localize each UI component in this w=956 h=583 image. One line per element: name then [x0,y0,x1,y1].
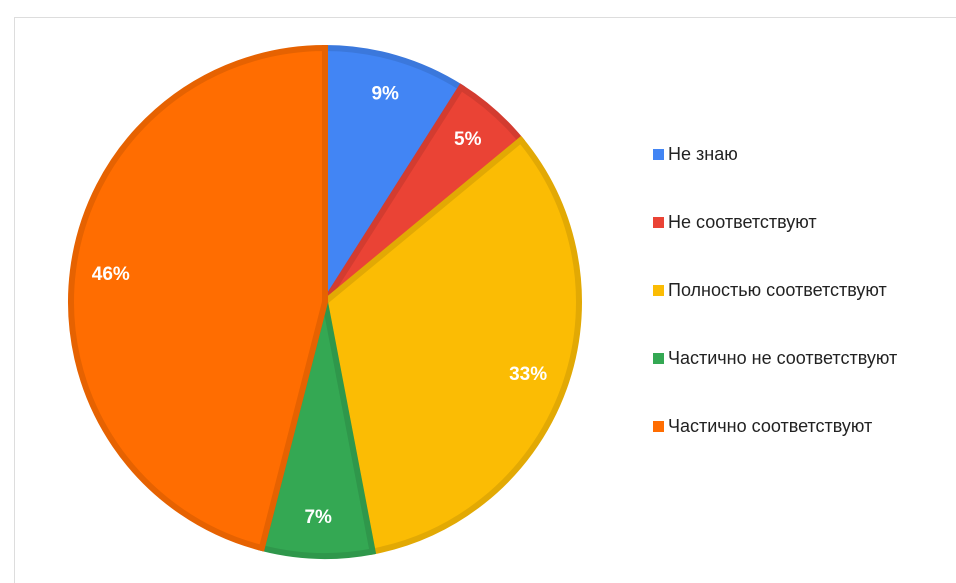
pie-slice [68,44,328,552]
pie-slice [321,135,582,556]
legend-label: Частично не соответствуют [668,348,897,368]
pie-slice [322,44,466,313]
data-label: 5% [454,129,482,150]
legend-label: Частично соответствуют [668,416,872,436]
legend-marker [653,217,664,228]
legend-label: Не знаю [668,144,738,164]
data-label: 33% [509,364,547,385]
legend-marker [653,353,664,364]
data-label: 7% [304,507,332,528]
legend-marker [653,421,664,432]
data-label: 9% [371,84,399,105]
legend-label: Не соответствуют [668,212,817,232]
legend-marker [653,285,664,296]
legend-label: Полностью соответствуют [668,280,887,300]
data-label: 46% [92,264,130,285]
legend-marker [653,149,664,160]
